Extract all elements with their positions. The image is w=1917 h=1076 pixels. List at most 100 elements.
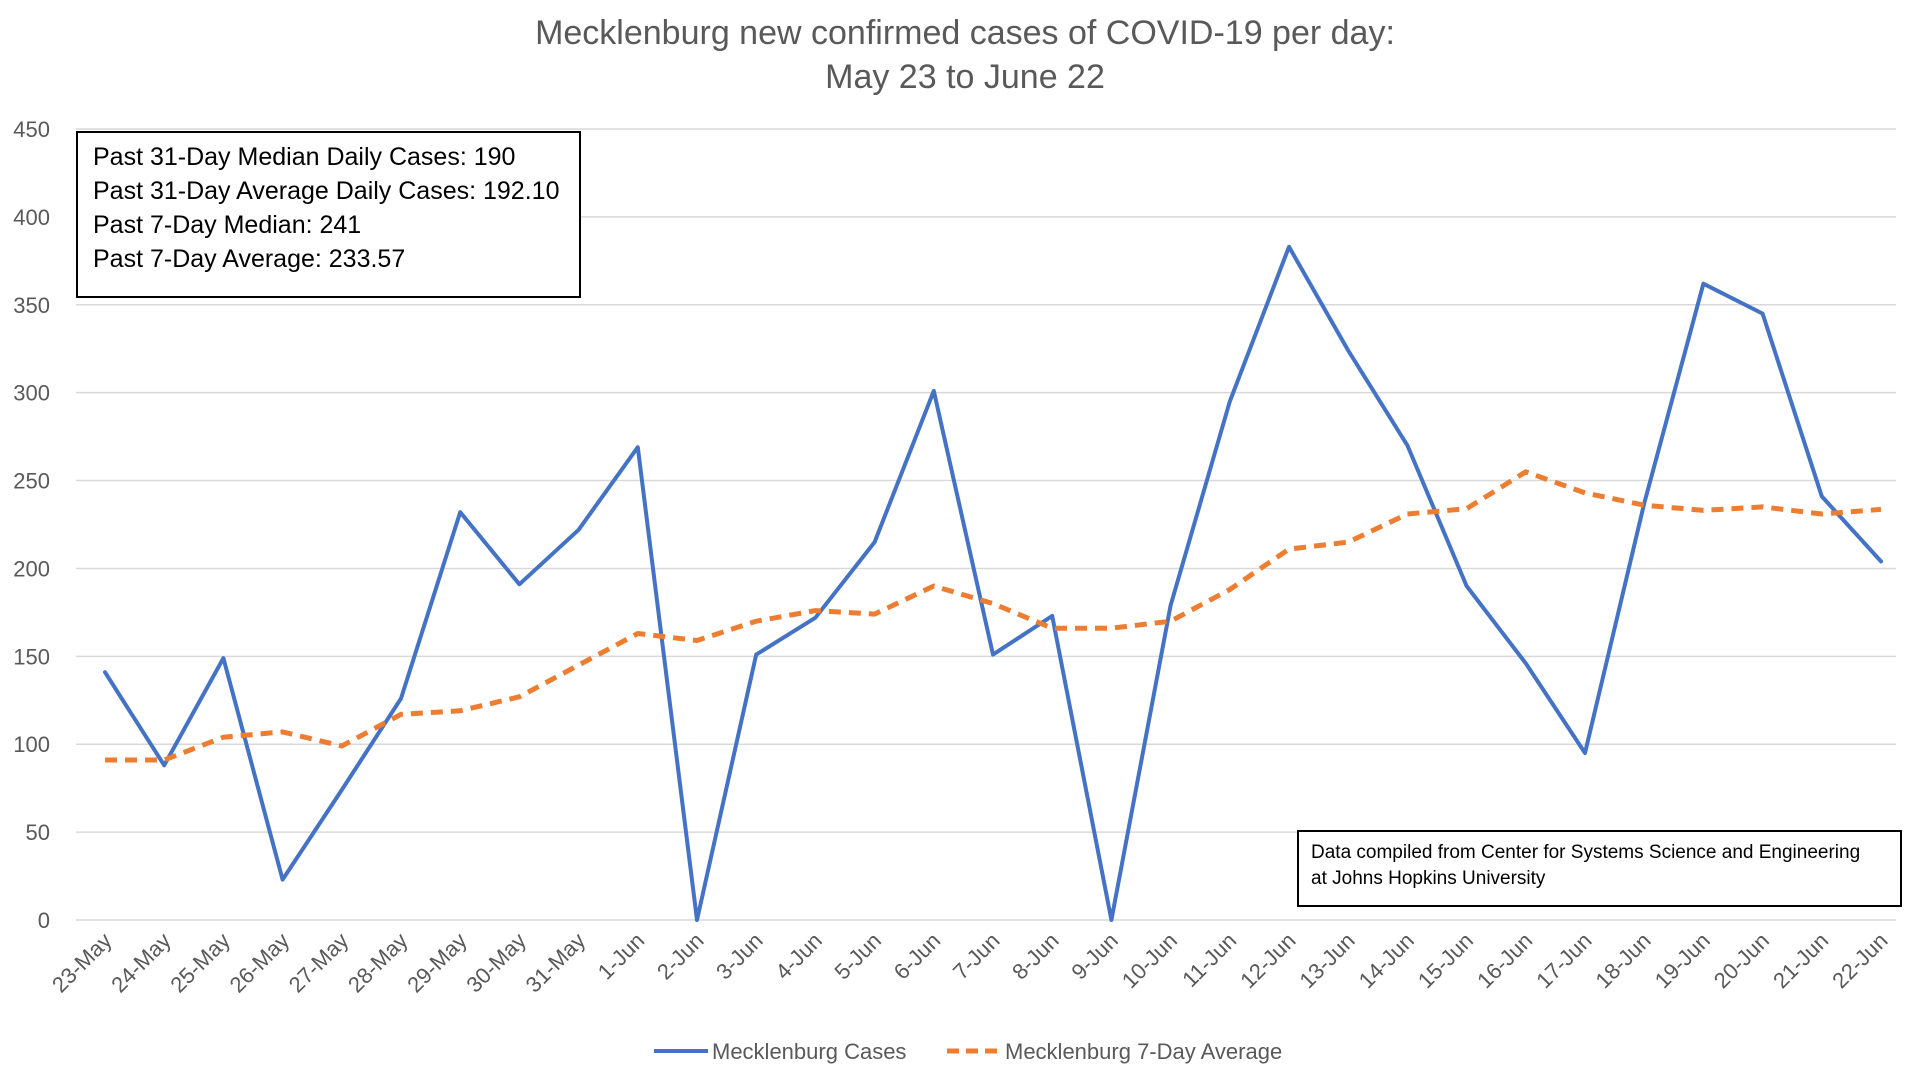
cases-point xyxy=(636,445,640,449)
x-tick-label: 2-Jun xyxy=(652,928,709,985)
x-tick-label: 26-May xyxy=(225,928,295,998)
legend-label-cases: Mecklenburg Cases xyxy=(712,1039,906,1064)
x-tick-label: 11-Jun xyxy=(1177,928,1241,992)
x-tick-label: 3-Jun xyxy=(711,928,768,985)
source-line-1: Data compiled from Center for Systems Sc… xyxy=(1311,842,1860,863)
x-tick-label: 20-Jun xyxy=(1709,928,1774,993)
x-tick-label: 23-May xyxy=(47,928,117,998)
cases-point xyxy=(162,763,166,767)
x-tick-label: 27-May xyxy=(284,928,354,998)
x-tick-label: 30-May xyxy=(461,928,531,998)
gridlines xyxy=(76,128,1896,921)
average-point xyxy=(1583,491,1587,495)
cases-point xyxy=(1524,661,1528,665)
source-note-border xyxy=(1297,830,1902,907)
x-tick-label: 1-Jun xyxy=(593,928,650,985)
cases-point xyxy=(754,653,758,657)
x-tick-label: 19-Jun xyxy=(1650,928,1715,993)
cases-point xyxy=(813,616,817,620)
average-point xyxy=(1701,508,1705,512)
average-point xyxy=(1228,588,1232,592)
y-tick-label: 250 xyxy=(13,469,50,494)
average-point xyxy=(281,730,285,734)
y-tick-label: 100 xyxy=(13,732,50,757)
cases-point xyxy=(695,918,699,922)
cases-point xyxy=(103,670,107,674)
y-tick-label: 350 xyxy=(13,293,50,318)
average-point xyxy=(103,758,107,762)
average-point xyxy=(1642,503,1646,507)
cases-point xyxy=(517,582,521,586)
average-point xyxy=(399,712,403,716)
cases-point xyxy=(1879,559,1883,563)
y-axis-ticks: 0 50 100 150 200 250 300 350 400 450 xyxy=(13,117,50,933)
x-tick-label: 4-Jun xyxy=(770,928,827,985)
average-point xyxy=(932,584,936,588)
x-tick-label: 18-Jun xyxy=(1590,928,1655,993)
series-line-7day-average xyxy=(105,469,1882,763)
y-tick-label: 50 xyxy=(26,820,50,845)
average-point xyxy=(162,758,166,762)
average-point xyxy=(754,619,758,623)
source-line-2: at Johns Hopkins University xyxy=(1311,868,1546,889)
cases-point xyxy=(1050,614,1054,618)
y-tick-label: 0 xyxy=(38,908,50,933)
legend-label-average: Mecklenburg 7-Day Average xyxy=(1005,1039,1282,1064)
cases-point xyxy=(873,540,877,544)
x-axis-ticks: 23-May24-May25-May26-May27-May28-May29-M… xyxy=(47,928,1893,998)
average-point xyxy=(221,735,225,739)
x-tick-label: 13-Jun xyxy=(1294,928,1359,993)
average-point xyxy=(1879,507,1883,511)
x-tick-label: 6-Jun xyxy=(889,928,946,985)
average-point xyxy=(813,609,817,613)
source-note: Data compiled from Center for Systems Sc… xyxy=(1297,830,1902,907)
series-lines xyxy=(103,244,1883,922)
chart-title: Mecklenburg new confirmed cases of COVID… xyxy=(535,14,1395,52)
cases-point xyxy=(1465,584,1469,588)
average-point xyxy=(1287,547,1291,551)
average-point xyxy=(458,709,462,713)
series-line-cases xyxy=(103,244,1883,922)
stats-line-1: Past 31-Day Median Daily Cases: 190 xyxy=(93,143,515,171)
chart-subtitle: May 23 to June 22 xyxy=(825,58,1105,96)
x-tick-label: 29-May xyxy=(402,928,472,998)
stats-line-3: Past 7-Day Median: 241 xyxy=(93,211,361,239)
x-tick-label: 25-May xyxy=(165,928,235,998)
average-point xyxy=(1346,540,1350,544)
y-tick-label: 200 xyxy=(13,556,50,581)
x-tick-label: 16-Jun xyxy=(1472,928,1537,993)
average-point xyxy=(1524,470,1528,474)
cases-point xyxy=(1169,603,1173,607)
average-point xyxy=(873,612,877,616)
legend: Mecklenburg Cases Mecklenburg 7-Day Aver… xyxy=(654,1039,1282,1064)
x-tick-label: 8-Jun xyxy=(1007,928,1064,985)
x-tick-label: 28-May xyxy=(343,928,413,998)
cases-point xyxy=(1820,494,1824,498)
cases-point xyxy=(1583,751,1587,755)
average-point xyxy=(517,695,521,699)
x-tick-label: 21-Jun xyxy=(1768,928,1833,993)
cases-point xyxy=(577,528,581,532)
cases-point xyxy=(1346,348,1350,352)
x-tick-label: 7-Jun xyxy=(948,928,1005,985)
x-tick-label: 10-Jun xyxy=(1117,928,1182,993)
cases-point xyxy=(458,510,462,514)
cases-point xyxy=(1109,918,1113,922)
cases-point xyxy=(932,389,936,393)
x-tick-label: 5-Jun xyxy=(830,928,887,985)
cases-point xyxy=(991,653,995,657)
x-tick-label: 15-Jun xyxy=(1413,928,1478,993)
cases-point xyxy=(221,656,225,660)
average-point xyxy=(1761,505,1765,509)
y-tick-label: 450 xyxy=(13,117,50,142)
average-point xyxy=(340,744,344,748)
x-tick-label: 31-May xyxy=(521,928,591,998)
y-tick-label: 150 xyxy=(13,644,50,669)
cases-point xyxy=(1405,443,1409,447)
cases-point xyxy=(340,788,344,792)
average-point xyxy=(991,602,995,606)
stats-line-4: Past 7-Day Average: 233.57 xyxy=(93,245,405,273)
y-tick-label: 300 xyxy=(13,381,50,406)
cases-point xyxy=(1228,399,1232,403)
